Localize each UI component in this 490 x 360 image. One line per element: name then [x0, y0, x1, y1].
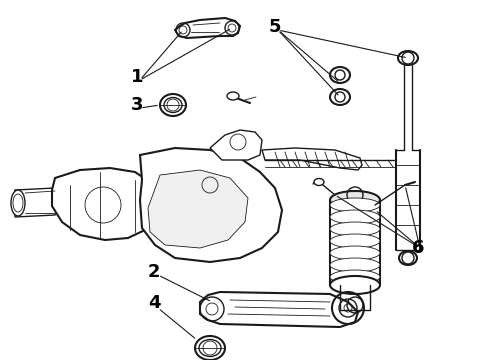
Polygon shape: [52, 168, 158, 240]
Polygon shape: [200, 292, 358, 327]
Ellipse shape: [330, 234, 380, 248]
Ellipse shape: [195, 336, 225, 360]
Text: 4: 4: [148, 294, 160, 312]
Ellipse shape: [398, 51, 418, 65]
Ellipse shape: [11, 190, 25, 216]
Ellipse shape: [330, 222, 380, 236]
Ellipse shape: [330, 198, 380, 212]
Text: 5: 5: [269, 18, 281, 36]
Text: 3: 3: [131, 96, 143, 114]
Polygon shape: [15, 188, 60, 217]
Ellipse shape: [330, 89, 350, 105]
Polygon shape: [148, 170, 248, 248]
Polygon shape: [175, 18, 240, 38]
Ellipse shape: [330, 67, 350, 83]
Ellipse shape: [164, 98, 182, 113]
Ellipse shape: [227, 92, 239, 100]
Ellipse shape: [330, 210, 380, 224]
Polygon shape: [262, 148, 362, 170]
Ellipse shape: [399, 251, 417, 265]
Ellipse shape: [314, 179, 324, 185]
Ellipse shape: [330, 246, 380, 260]
Polygon shape: [210, 130, 262, 160]
Ellipse shape: [330, 276, 380, 294]
Ellipse shape: [330, 191, 380, 209]
Text: 2: 2: [148, 263, 160, 281]
Ellipse shape: [330, 270, 380, 284]
Ellipse shape: [160, 94, 186, 116]
Text: 6: 6: [412, 239, 424, 257]
Ellipse shape: [199, 339, 221, 356]
Text: 1: 1: [131, 68, 143, 86]
Ellipse shape: [13, 194, 23, 212]
Ellipse shape: [330, 258, 380, 272]
Polygon shape: [140, 148, 282, 262]
